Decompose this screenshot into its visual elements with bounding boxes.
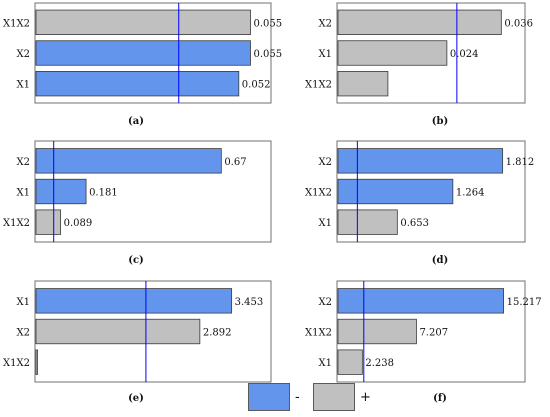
legend-negative: - (248, 382, 300, 412)
bar-value-label: 2.238 (365, 358, 394, 369)
panel-frame (34, 140, 272, 243)
bar (337, 148, 504, 174)
category-label: X2 (319, 157, 332, 168)
category-label: X1X2 (305, 328, 332, 339)
category-label: X1 (319, 218, 332, 229)
bar (337, 178, 454, 205)
panel-caption: (d) (432, 255, 448, 266)
bar-value-label: 0.024 (450, 49, 479, 60)
panel-caption: (a) (128, 116, 144, 127)
panel-frame (336, 140, 526, 243)
category-label: X2 (17, 49, 30, 60)
bar-value-label: 1.264 (456, 188, 485, 199)
legend-negative-label: - (295, 389, 300, 405)
bar (337, 9, 502, 35)
bar (35, 349, 38, 375)
bar (35, 40, 251, 66)
panel-frame (336, 280, 526, 383)
category-label: X2 (17, 157, 30, 168)
bar (337, 349, 363, 375)
category-label: X1 (17, 188, 30, 199)
bar (35, 178, 87, 205)
category-label: X1X2 (305, 80, 332, 91)
chart-panel-1: 0.055 X1X2 0.055 X2 0.052 X1 (a) (3, 2, 283, 127)
panel-caption: (f) (433, 393, 447, 404)
chart-panel-2: 0.036 X2 0.024 X1 X1X2 (b) (305, 2, 533, 127)
bar-value-label: 0.67 (224, 157, 246, 168)
bar (35, 71, 240, 97)
bar-value-label: 0.036 (504, 18, 533, 29)
category-label: X1 (17, 80, 30, 91)
bar (337, 209, 398, 235)
panel-frame (34, 2, 272, 104)
panel-caption: (e) (128, 393, 144, 404)
legend-positive-label: + (360, 389, 371, 405)
bar-value-label: 1.812 (506, 157, 535, 168)
chart-panel-6: 15.217 X2 7.207 X1X2 2.238 X1 (f) (305, 280, 542, 404)
panel-frame (34, 280, 272, 383)
chart-panel-5: 3.453 X1 2.892 X2 X1X2 (e) (3, 280, 272, 404)
bar (337, 318, 417, 345)
panel-caption: (c) (128, 255, 144, 266)
bar (35, 9, 251, 35)
bar (337, 288, 505, 314)
panel-caption: (b) (432, 116, 448, 127)
bar-value-label: 0.055 (254, 49, 283, 60)
category-label: X1X2 (305, 188, 332, 199)
panel-frame (336, 2, 526, 104)
bar-value-label: 0.653 (400, 218, 429, 229)
bar-value-label: 0.052 (242, 80, 271, 91)
bar (337, 71, 389, 97)
category-label: X1 (319, 358, 332, 369)
category-label: X1X2 (3, 18, 30, 29)
bar-value-label: 2.892 (203, 328, 232, 339)
bar-value-label: 7.207 (419, 328, 448, 339)
category-label: X1 (319, 49, 332, 60)
category-label: X1X2 (3, 358, 30, 369)
category-label: X2 (319, 297, 332, 308)
category-label: X1 (17, 297, 30, 308)
bar-value-label: 0.181 (89, 188, 118, 199)
bar-value-label: 0.055 (254, 18, 283, 29)
legend-positive: + (313, 382, 371, 412)
bar (35, 288, 233, 314)
legend-negative-swatch (248, 383, 290, 411)
bar-value-label: 0.089 (64, 218, 93, 229)
category-label: X1X2 (3, 218, 30, 229)
chart-panel-3: 0.67 X2 0.181 X1 0.089 X1X2 (c) (3, 140, 272, 266)
category-label: X2 (17, 328, 30, 339)
bar-value-label: 3.453 (235, 297, 264, 308)
category-label: X2 (319, 18, 332, 29)
bar (35, 318, 201, 345)
legend-positive-swatch (313, 383, 355, 411)
bar (35, 148, 222, 174)
bar-value-label: 15.217 (507, 297, 542, 308)
bar (337, 40, 448, 66)
chart-panel-4: 1.812 X2 1.264 X1X2 0.653 X1 (d) (305, 140, 535, 266)
bar (35, 209, 62, 235)
